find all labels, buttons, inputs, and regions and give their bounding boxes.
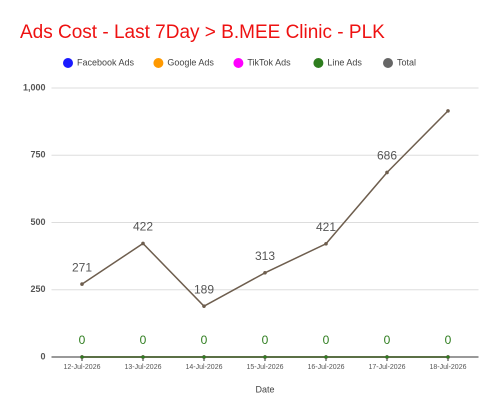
point [446, 109, 450, 113]
data-label: 421 [316, 220, 336, 234]
point [141, 241, 145, 246]
point [80, 282, 84, 286]
point [141, 355, 145, 359]
chart-title: Ads Cost - Last 7Day > B.MEE Clinic - PL… [20, 22, 385, 43]
point [324, 241, 328, 246]
x-axis-title: Date [255, 384, 274, 394]
data-label: 686 [377, 149, 397, 163]
data-label: 422 [133, 220, 153, 234]
data-label: 189 [194, 282, 214, 296]
legend-label: TikTok Ads [247, 57, 291, 67]
y-tick-label: 500 [30, 217, 45, 227]
legend-label: Google Ads [167, 57, 214, 67]
y-tick-label: 1,000 [23, 82, 46, 92]
x-tick-label: 16-Jul-2026 [308, 364, 345, 371]
point [263, 271, 267, 275]
legend-label: Line Ads [327, 57, 362, 67]
point [263, 355, 267, 359]
series-line [81, 110, 449, 308]
data-label: 0 [323, 333, 330, 347]
point [385, 170, 389, 175]
y-tick-label: 0 [40, 351, 45, 361]
y-tick-label: 750 [30, 150, 45, 160]
point [385, 355, 389, 359]
data-label: 0 [140, 333, 147, 347]
data-label: 0 [262, 333, 269, 347]
x-tick-label: 14-Jul-2026 [186, 364, 223, 371]
data-label: 0 [201, 333, 208, 347]
point [324, 355, 328, 359]
legend-label: Facebook Ads [77, 57, 135, 67]
x-tick-label: 18-Jul-2026 [430, 364, 467, 371]
x-tick-label: 13-Jul-2026 [125, 364, 162, 371]
data-label: 0 [79, 333, 86, 347]
point [202, 304, 206, 308]
x-tick-label: 12-Jul-2026 [64, 364, 101, 371]
legend-label: Total [397, 57, 416, 67]
legend-marker [313, 58, 324, 68]
legend-marker [233, 58, 244, 68]
legend-marker [383, 58, 393, 68]
legend-marker [63, 58, 73, 68]
x-tick-label: 15-Jul-2026 [247, 364, 284, 371]
y-tick-label: 250 [30, 284, 45, 294]
legend-marker [153, 58, 164, 68]
data-label: 313 [255, 249, 275, 263]
point [80, 355, 84, 359]
x-tick-label: 17-Jul-2026 [369, 364, 406, 371]
data-label: 0 [384, 333, 391, 347]
data-label: 271 [72, 260, 92, 274]
point [446, 355, 450, 359]
point [202, 355, 206, 359]
data-label: 0 [445, 333, 452, 347]
